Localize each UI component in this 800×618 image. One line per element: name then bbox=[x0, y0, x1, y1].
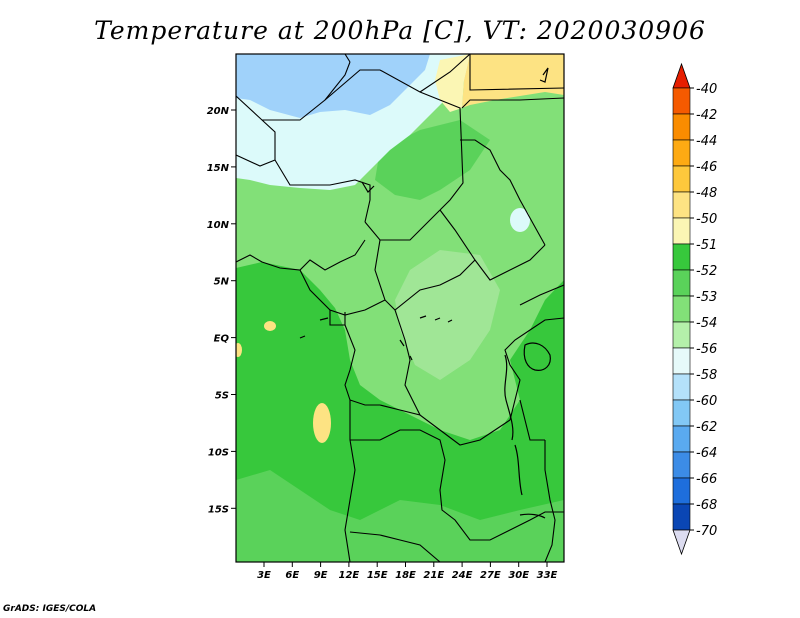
colorbar-label: -60 bbox=[696, 394, 717, 409]
y-tick-label: 5N bbox=[214, 277, 230, 288]
y-tick-label: 5S bbox=[215, 391, 229, 402]
colorbar-label: -42 bbox=[696, 108, 717, 123]
colorbar-label: -52 bbox=[696, 264, 717, 279]
colorbar-label: -40 bbox=[696, 82, 717, 97]
region-northeast-pale-yellow bbox=[435, 54, 470, 112]
y-tick-label: 10N bbox=[207, 220, 230, 231]
country-borders bbox=[236, 54, 564, 562]
colorbar: -40 -42 -44 -46 -48 -50 -51 -52 -53 -54 -56 -58 -60 -… bbox=[672, 62, 717, 556]
x-tick-label: 33E bbox=[537, 570, 558, 581]
colorbar-segment bbox=[672, 191, 691, 219]
region-central-light bbox=[395, 250, 500, 380]
y-tick-label: 15S bbox=[208, 504, 229, 515]
x-tick-label: 21E bbox=[423, 570, 444, 581]
footer-credit: GrADS: IGES/COLA bbox=[3, 604, 97, 614]
colorbar-label: -56 bbox=[696, 342, 717, 357]
x-axis: 3E 6E 9E 12E 15E 18E 21E 24E 27E 30E 33E bbox=[257, 562, 558, 581]
colorbar-label: -58 bbox=[696, 368, 717, 383]
colorbar-label: -54 bbox=[696, 316, 717, 331]
patch-west-yellow bbox=[313, 403, 331, 443]
colorbar-segment bbox=[672, 503, 691, 531]
colorbar-label: -44 bbox=[696, 134, 717, 149]
colorbar-segment bbox=[672, 165, 691, 193]
colorbar-segment bbox=[672, 87, 691, 115]
colorbar-segment bbox=[672, 399, 691, 427]
colorbar-top-arrow bbox=[672, 62, 691, 89]
colorbar-segment bbox=[672, 321, 691, 349]
x-tick-label: 12E bbox=[339, 570, 360, 581]
map-field bbox=[236, 54, 564, 562]
y-tick-label: 20N bbox=[207, 106, 230, 117]
y-tick-label: 15N bbox=[207, 163, 230, 174]
colorbar-segment bbox=[672, 113, 691, 141]
x-tick-label: 27E bbox=[480, 570, 501, 581]
colorbar-segment bbox=[672, 139, 691, 167]
x-tick-label: 18E bbox=[395, 570, 416, 581]
region-northeast-yellow bbox=[462, 54, 564, 108]
patch-east-lightblue bbox=[510, 208, 530, 232]
x-tick-label: 3E bbox=[257, 570, 271, 581]
x-tick-label: 6E bbox=[285, 570, 299, 581]
colorbar-segment bbox=[672, 295, 691, 323]
colorbar-label: -70 bbox=[696, 524, 717, 539]
colorbar-segment bbox=[672, 451, 691, 479]
region-south-west bbox=[236, 262, 564, 562]
colorbar-label: -46 bbox=[696, 160, 717, 175]
colorbar-label: -62 bbox=[696, 420, 717, 435]
x-tick-label: 15E bbox=[367, 570, 388, 581]
region-south-lighter bbox=[236, 470, 564, 562]
x-tick-label: 24E bbox=[452, 570, 473, 581]
lakes-and-coast bbox=[299, 67, 551, 519]
colorbar-segment bbox=[672, 373, 691, 401]
x-tick-label: 30E bbox=[508, 570, 529, 581]
colorbar-label: -50 bbox=[696, 212, 717, 227]
colorbar-segment bbox=[672, 425, 691, 453]
colorbar-label: -53 bbox=[696, 290, 717, 305]
colorbar-label: -51 bbox=[696, 238, 717, 253]
colorbar-label: -48 bbox=[696, 186, 717, 201]
colorbar-segment bbox=[672, 217, 691, 245]
colorbar-label: -66 bbox=[696, 472, 717, 487]
colorbar-segment bbox=[672, 269, 691, 297]
colorbar-bottom-arrow bbox=[672, 529, 691, 556]
y-tick-label: EQ bbox=[214, 334, 230, 345]
patch-equator-yellow bbox=[264, 321, 276, 331]
x-tick-label: 9E bbox=[314, 570, 328, 581]
region-northwest-blue bbox=[236, 54, 430, 118]
plot-frame bbox=[235, 53, 565, 563]
colorbar-segment bbox=[672, 243, 691, 271]
colorbar-segment bbox=[672, 347, 691, 375]
y-axis: 20N 15N 10N 5N EQ 5S 10S 15S bbox=[207, 106, 236, 515]
y-tick-label: 10S bbox=[208, 447, 229, 458]
colorbar-label: -68 bbox=[696, 498, 717, 513]
colorbar-label: -64 bbox=[696, 446, 717, 461]
patch-equator-west-yellow bbox=[236, 343, 242, 357]
chart-title: Temperature at 200hPa [C], VT: 202003090… bbox=[94, 16, 706, 45]
colorbar-segment bbox=[672, 477, 691, 505]
